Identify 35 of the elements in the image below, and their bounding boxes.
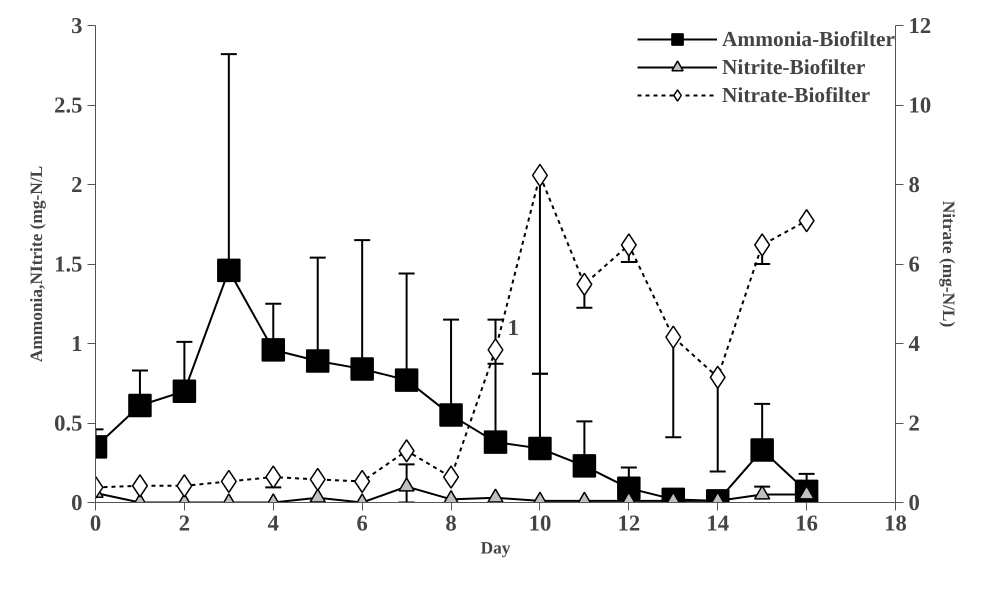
y-tick-label: 1.5 <box>54 252 83 276</box>
y2-tick-label: 8 <box>908 172 920 197</box>
y2-tick-label: 6 <box>908 252 920 276</box>
legend-label: Nitrite-Biofilter <box>722 54 866 80</box>
y-tick-label: 0.5 <box>54 410 83 436</box>
y-tick-label: 0 <box>71 490 82 515</box>
y2-tick-label: 10 <box>908 92 932 118</box>
legend-label: Nitrate-Biofilter <box>722 82 870 108</box>
x-tick-label: 0 <box>90 510 102 536</box>
y-tick-label: 2 <box>71 172 82 197</box>
y2-axis-title: Nitrate (mg-N/L) <box>939 200 958 328</box>
x-tick-label: 10 <box>528 510 552 536</box>
point <box>487 338 504 362</box>
annotation: 1 <box>508 315 519 340</box>
legend-label: Ammonia-Biofilter <box>722 26 895 52</box>
y2-tick-label: 12 <box>908 13 932 38</box>
y2-tick-label: 2 <box>908 410 920 436</box>
x-tick-label: 2 <box>178 510 190 536</box>
x-tick-label: 16 <box>795 510 818 536</box>
y-tick-label: 3 <box>71 13 82 38</box>
x-tick-label: 12 <box>618 510 640 536</box>
y2-tick-label: 4 <box>908 331 920 356</box>
y-tick-label: 2.5 <box>54 92 83 118</box>
y-tick-label: 1 <box>71 331 82 356</box>
x-tick-label: 8 <box>445 510 457 536</box>
y2-tick-label: 0 <box>908 490 920 515</box>
x-tick-label: 18 <box>884 510 907 536</box>
point <box>132 474 148 498</box>
x-tick-label: 14 <box>706 510 730 536</box>
x-axis-title: Day <box>480 538 511 558</box>
x-tick-label: 6 <box>356 510 368 536</box>
x-tick-label: 4 <box>268 510 279 536</box>
point <box>442 465 460 489</box>
point <box>532 164 548 188</box>
y-axis-title: Ammonia,NItrite (mg-N/L <box>27 166 46 362</box>
